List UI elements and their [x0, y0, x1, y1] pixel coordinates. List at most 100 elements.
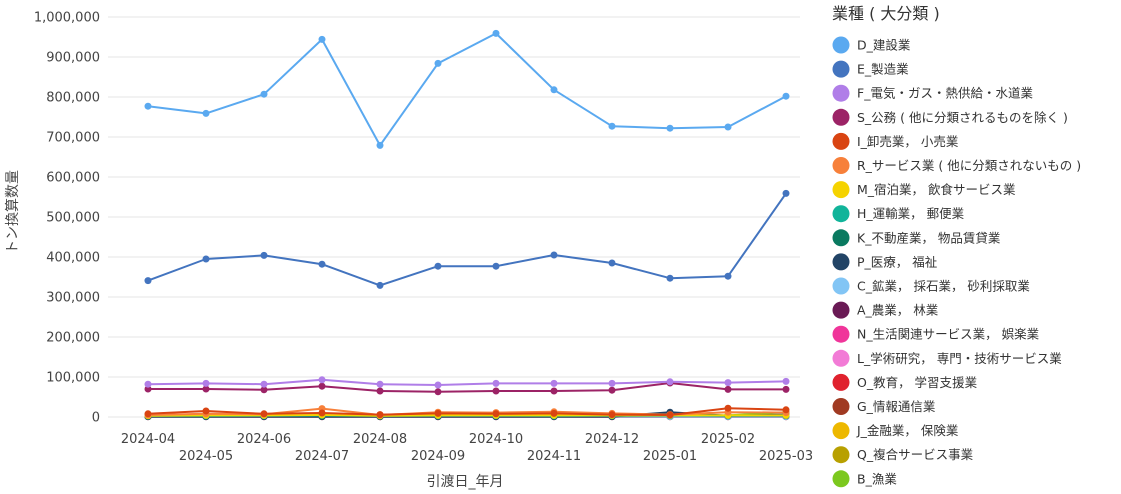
- data-point: [318, 409, 326, 417]
- legend-item[interactable]: O_教育， 学習支援業: [832, 373, 978, 391]
- y-tick-label: 0: [92, 411, 100, 426]
- legend-marker: [832, 277, 850, 295]
- data-point: [318, 376, 326, 384]
- legend-label: I_卸売業， 小売業: [857, 134, 959, 149]
- series-points: [144, 29, 790, 421]
- x-tick-label: 2024-09: [411, 449, 465, 464]
- legend-label: Q_複合サービス事業: [857, 447, 974, 462]
- data-point: [782, 92, 790, 100]
- x-axis-title: 引渡日_年月: [427, 474, 504, 490]
- data-point: [376, 411, 384, 419]
- series-line: [147, 414, 786, 417]
- x-tick-label: 2024-11: [527, 449, 581, 464]
- legend-label: H_運輸業， 郵便業: [857, 206, 965, 221]
- legend-marker: [832, 84, 850, 102]
- legend-items: D_建設業 E_製造業 F_電気・ガス・熱供給・水道業 S_公務 ( 他に分類されるも…: [832, 36, 1082, 488]
- data-point: [492, 387, 500, 395]
- legend-label: C_鉱業， 採石業， 砂利採取業: [857, 279, 1030, 294]
- x-tick-label: 2024-10: [469, 432, 523, 447]
- legend-item[interactable]: J_金融業， 保険業: [832, 422, 959, 440]
- legend: 業種 ( 大分類 ) D_建設業 E_製造業 F_電気・ガス・熱供給・水道業 S_公務…: [832, 4, 1082, 488]
- legend-label: B_漁業: [857, 471, 897, 486]
- data-point: [144, 385, 152, 393]
- data-point: [376, 141, 384, 149]
- legend-marker: [832, 132, 850, 150]
- legend-marker: [832, 373, 850, 391]
- data-point: [550, 409, 558, 417]
- legend-item[interactable]: B_漁業: [832, 470, 898, 488]
- legend-item[interactable]: L_学術研究， 専門・技術サービス業: [832, 349, 1063, 367]
- legend-marker: [832, 398, 850, 415]
- legend-item[interactable]: R_サービス業 ( 他に分類されないもの ): [832, 157, 1082, 174]
- legend-item[interactable]: D_建設業: [832, 36, 911, 54]
- legend-label: K_不動産業， 物品賃貸業: [857, 230, 1001, 245]
- data-point: [782, 406, 790, 414]
- series-line: [147, 32, 787, 147]
- x-tick-label: 2024-04: [121, 432, 175, 447]
- legend-label: M_宿泊業， 飲食サービス業: [857, 182, 1016, 197]
- data-point: [376, 387, 384, 395]
- data-point: [202, 379, 210, 387]
- legend-marker: [832, 205, 850, 223]
- data-point: [318, 382, 326, 390]
- data-point: [492, 410, 500, 418]
- legend-label: J_金融業， 保険業: [856, 423, 959, 438]
- data-point: [550, 379, 558, 387]
- data-point: [434, 381, 442, 389]
- legend-marker: [832, 108, 850, 126]
- data-point: [724, 123, 732, 131]
- x-tick-label: 2024-08: [353, 432, 407, 447]
- y-axis-ticks: 0 100,000 200,000 300,000 400,000 500,000 600,…: [34, 11, 100, 426]
- series-lines: [147, 32, 787, 418]
- y-tick-label: 100,000: [46, 371, 100, 386]
- data-point: [144, 380, 152, 388]
- data-point: [666, 378, 674, 386]
- legend-item[interactable]: Q_複合サービス事業: [832, 446, 974, 464]
- data-point: [202, 385, 210, 393]
- data-point: [318, 35, 326, 43]
- data-point: [376, 380, 384, 388]
- legend-item[interactable]: K_不動産業， 物品賃貸業: [832, 229, 1001, 247]
- x-axis-ticks: 2024-04 2024-05 2024-06 2024-07 2024-08 2024-…: [121, 432, 813, 464]
- legend-item[interactable]: N_生活関連サービス業， 娯楽業: [832, 325, 1040, 343]
- legend-label: D_建設業: [857, 38, 911, 53]
- legend-label: R_サービス業 ( 他に分類されないもの ): [857, 158, 1081, 173]
- y-tick-label: 900,000: [46, 51, 100, 66]
- legend-item[interactable]: P_医療， 福祉: [832, 253, 938, 271]
- y-tick-label: 600,000: [46, 171, 100, 186]
- data-point: [202, 407, 210, 415]
- y-tick-label: 1,000,000: [34, 11, 100, 26]
- y-axis-title: トン換算数量: [5, 170, 21, 254]
- legend-marker: [832, 181, 850, 199]
- legend-item[interactable]: S_公務 ( 他に分類されるものを除く ): [832, 108, 1068, 126]
- legend-item[interactable]: H_運輸業， 郵便業: [832, 205, 965, 223]
- legend-label: S_公務 ( 他に分類されるものを除く ): [857, 110, 1068, 125]
- legend-label: P_医療， 福祉: [857, 254, 938, 269]
- legend-item[interactable]: I_卸売業， 小売業: [832, 132, 959, 150]
- data-point: [724, 385, 732, 393]
- legend-label: L_学術研究， 専門・技術サービス業: [857, 351, 1062, 366]
- legend-item[interactable]: C_鉱業， 採石業， 砂利採取業: [832, 277, 1031, 295]
- y-tick-label: 400,000: [46, 251, 100, 266]
- data-point: [144, 102, 152, 110]
- data-point: [492, 262, 500, 270]
- legend-item[interactable]: A_農業， 林業: [832, 301, 939, 319]
- data-point: [260, 410, 268, 418]
- data-point: [434, 262, 442, 270]
- legend-label: E_製造業: [857, 62, 909, 77]
- data-point: [260, 386, 268, 394]
- legend-item[interactable]: M_宿泊業， 飲食サービス業: [832, 181, 1017, 199]
- legend-item[interactable]: F_電気・ガス・熱供給・水道業: [832, 84, 1034, 102]
- legend-item[interactable]: G_情報通信業: [832, 398, 936, 415]
- y-tick-label: 700,000: [46, 131, 100, 146]
- data-point: [260, 90, 268, 98]
- legend-label: G_情報通信業: [857, 399, 936, 414]
- series-line: [147, 407, 787, 416]
- x-tick-label: 2025-01: [643, 449, 697, 464]
- legend-marker: [832, 229, 850, 247]
- legend-item[interactable]: E_製造業: [832, 60, 910, 78]
- legend-marker: [832, 349, 850, 367]
- data-point: [608, 411, 616, 419]
- data-point: [724, 404, 732, 412]
